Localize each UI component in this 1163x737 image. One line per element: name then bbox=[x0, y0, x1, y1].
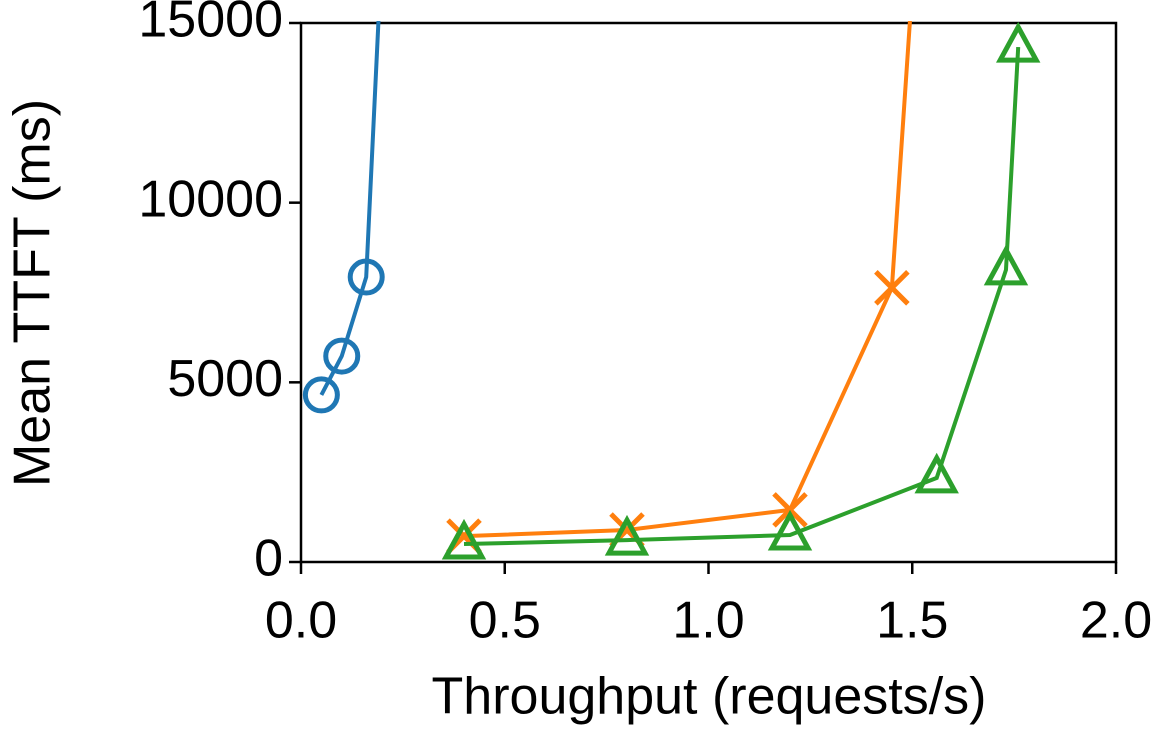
x-tick-label: 0.0 bbox=[265, 592, 337, 650]
series-line bbox=[463, 21, 912, 539]
x-tick-label: 0.5 bbox=[469, 592, 541, 650]
plot-frame bbox=[299, 21, 1118, 564]
y-axis-label: Mean TTFT (ms) bbox=[4, 99, 62, 487]
marker bbox=[302, 376, 340, 414]
series-line bbox=[463, 46, 1021, 547]
y-tick-label: 10000 bbox=[138, 170, 283, 228]
y-tick-label: 5000 bbox=[167, 350, 283, 408]
x-axis-label: Throughput (requests/s) bbox=[432, 668, 987, 726]
y-tick-label: 15000 bbox=[138, 0, 283, 49]
x-tick-label: 1.5 bbox=[876, 592, 948, 650]
marker bbox=[983, 244, 1029, 286]
marker bbox=[323, 337, 361, 375]
plot-area bbox=[302, 0, 1041, 560]
x-tick-label: 2.0 bbox=[1080, 592, 1152, 650]
marker bbox=[347, 258, 385, 296]
marker bbox=[767, 509, 813, 551]
marker bbox=[874, 270, 910, 306]
x-tick-label: 1.0 bbox=[672, 592, 744, 650]
marker bbox=[995, 21, 1041, 63]
marker bbox=[896, 0, 928, 3]
marker bbox=[604, 514, 650, 556]
marker bbox=[914, 452, 959, 494]
marker bbox=[441, 518, 487, 560]
series-line bbox=[319, 21, 381, 396]
y-tick-label: 0 bbox=[254, 530, 283, 588]
